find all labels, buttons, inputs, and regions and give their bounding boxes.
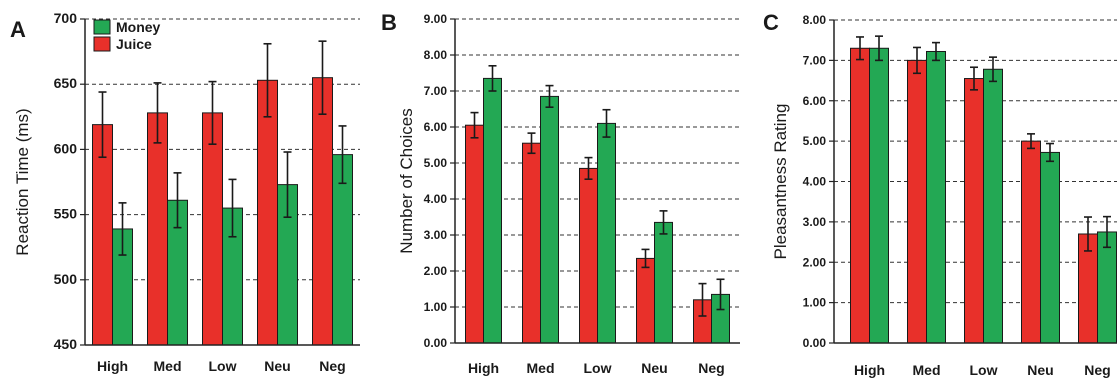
legend-swatch <box>93 36 111 52</box>
x-tick-label: High <box>97 358 128 374</box>
panel-letter: A <box>10 17 26 42</box>
y-tick-label: 3.00 <box>424 228 448 242</box>
y-tick-label: 500 <box>54 271 78 287</box>
x-tick-label: Neg <box>698 360 724 376</box>
x-tick-label: Neu <box>264 358 290 374</box>
bar-juice-high <box>850 47 870 344</box>
y-tick-label: 0.00 <box>424 336 448 350</box>
y-tick-label: 600 <box>54 140 78 156</box>
panel-b: B 0.00 1.00 2.00 3.00 4.00 5.00 6.00 7.00 8.00 9.0… <box>381 10 740 376</box>
y-tick-label: 4.00 <box>424 192 448 206</box>
legend-label: Money <box>116 19 161 35</box>
y-tick-label: 1.00 <box>424 300 448 314</box>
bar-juice-neu <box>257 79 278 346</box>
y-tick-label: 5.00 <box>424 156 448 170</box>
x-tick-label: Med <box>913 362 941 378</box>
panel-letter: C <box>763 10 779 35</box>
y-tick-label: 7.00 <box>424 84 448 98</box>
y-tick-label: 2.00 <box>803 255 827 269</box>
bar-juice-low <box>964 78 984 344</box>
y-tick-label: 5.00 <box>803 134 827 148</box>
bar-juice-med <box>907 59 927 344</box>
legend-label: Juice <box>116 36 152 52</box>
y-axis-label: Number of Choices <box>397 108 416 254</box>
bar-money-med <box>540 95 559 344</box>
y-tick-label: 700 <box>54 10 78 26</box>
x-tick-label: Neu <box>641 360 667 376</box>
bar-money-low <box>983 68 1003 344</box>
bar-juice-med <box>522 142 541 344</box>
bar-money-neu <box>1040 151 1060 344</box>
y-tick-label: 8.00 <box>803 13 827 27</box>
x-tick-label: Med <box>527 360 555 376</box>
bar-money-neg <box>1097 231 1117 344</box>
x-tick-label: Low <box>584 360 612 376</box>
bar-money-low <box>597 122 616 344</box>
x-tick-label: Med <box>154 358 182 374</box>
panel-c: C 0.00 1.00 2.00 3.00 4.00 5.00 6.00 7.00 8.00 Hig… <box>763 10 1117 378</box>
x-tick-label: Neg <box>1084 362 1110 378</box>
bar-juice-high <box>465 124 484 344</box>
x-tick-label: Neu <box>1027 362 1053 378</box>
y-tick-label: 650 <box>54 75 78 91</box>
y-tick-label: 6.00 <box>424 120 448 134</box>
x-tick-label: Low <box>970 362 998 378</box>
panel-a: A 450 500 550 600 650 700 High Med Low Neu Neg React… <box>10 10 360 374</box>
y-tick-label: 450 <box>54 336 78 352</box>
y-tick-label: 8.00 <box>424 48 448 62</box>
y-tick-label: 550 <box>54 206 78 222</box>
y-tick-label: 9.00 <box>424 12 448 26</box>
bar-juice-neg <box>312 77 333 346</box>
x-tick-label: Low <box>209 358 237 374</box>
panel-letter: B <box>381 10 397 35</box>
bar-juice-med <box>147 112 168 346</box>
y-tick-label: 3.00 <box>803 215 827 229</box>
bar-juice-neu <box>636 257 655 344</box>
bar-money-high <box>483 77 502 344</box>
bar-juice-neu <box>1021 140 1041 344</box>
bar-juice-low <box>202 112 223 346</box>
x-tick-label: High <box>468 360 499 376</box>
bar-money-high <box>869 47 889 344</box>
bar-juice-low <box>579 167 598 344</box>
bar-money-neu <box>654 221 673 344</box>
legend-swatch <box>93 19 111 35</box>
y-axis-label: Pleasantness Rating <box>771 104 790 260</box>
bar-money-med <box>926 50 946 344</box>
y-tick-label: 2.00 <box>424 264 448 278</box>
y-tick-label: 1.00 <box>803 296 827 310</box>
x-tick-label: Neg <box>319 358 345 374</box>
y-tick-label: 0.00 <box>803 336 827 350</box>
y-tick-label: 4.00 <box>803 175 827 189</box>
x-tick-label: High <box>854 362 885 378</box>
y-axis-label: Reaction Time (ms) <box>13 108 32 255</box>
y-tick-label: 6.00 <box>803 94 827 108</box>
y-tick-label: 7.00 <box>803 53 827 67</box>
